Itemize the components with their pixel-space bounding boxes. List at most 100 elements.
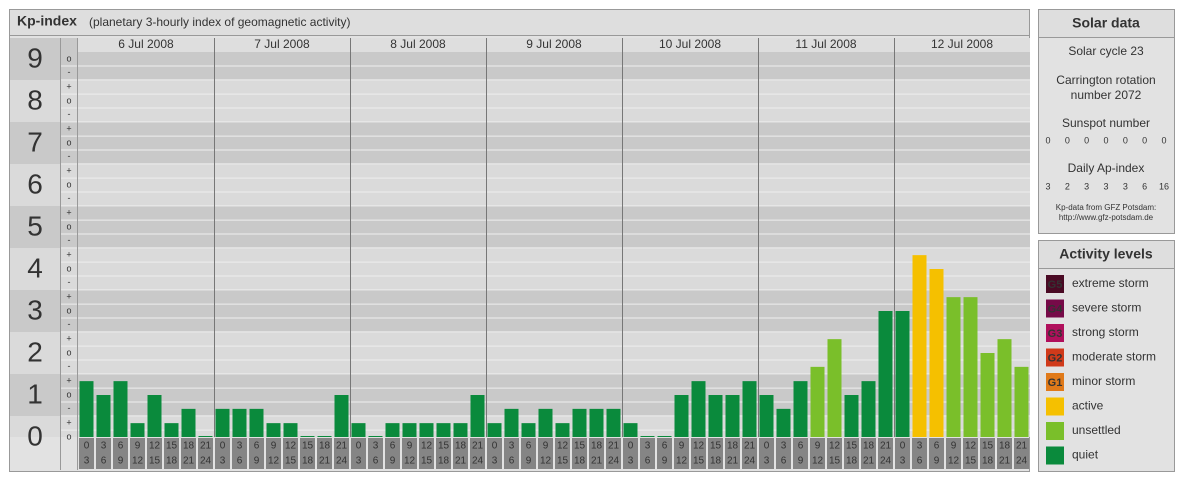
y-tick-label: 6: [27, 168, 43, 199]
legend-swatch: [1046, 422, 1064, 440]
interval-box: [96, 438, 111, 469]
y-minor-tick-label: o: [66, 389, 71, 399]
bar: [232, 408, 247, 437]
interval-box: [606, 438, 621, 469]
legend-label: quiet: [1072, 448, 1099, 462]
bar: [334, 395, 349, 437]
legend-swatch: [1046, 446, 1064, 465]
interval-label: 21: [880, 441, 892, 452]
interval-label: 21: [1016, 441, 1028, 452]
interval-label: 3: [764, 456, 770, 467]
solar-value: 2: [1065, 181, 1070, 191]
y-minor-tick-label: +: [66, 124, 71, 134]
interval-box: [895, 438, 910, 469]
y-minor-tick-label: -: [68, 67, 71, 77]
y-minor-tick-label: -: [68, 193, 71, 203]
interval-label: 18: [982, 456, 994, 467]
interval-label: 3: [917, 441, 923, 452]
legend-code: G4: [1048, 303, 1064, 315]
interval-box: [861, 438, 876, 469]
solar-value: 6: [1142, 181, 1147, 191]
bar: [79, 381, 94, 437]
legend-swatch: [1046, 397, 1064, 416]
interval-label: 6: [509, 456, 515, 467]
interval-label: 18: [183, 441, 195, 452]
interval-box: [113, 438, 128, 469]
level-band: [10, 80, 1030, 122]
interval-label: 18: [591, 441, 603, 452]
interval-label: 18: [455, 441, 467, 452]
y-tick-label: 4: [27, 252, 43, 283]
interval-box: [657, 438, 672, 469]
interval-box: [147, 438, 162, 469]
interval-box: [589, 438, 604, 469]
solar-value: 0: [1045, 135, 1050, 145]
bar: [113, 381, 128, 437]
interval-label: 18: [574, 456, 586, 467]
bar: [368, 436, 383, 437]
interval-label: 3: [356, 456, 362, 467]
interval-label: 3: [101, 441, 107, 452]
interval-label: 12: [132, 456, 144, 467]
interval-box: [759, 438, 774, 469]
interval-box: [538, 438, 553, 469]
interval-label: 3: [373, 441, 379, 452]
solar-value: 0: [1065, 135, 1070, 145]
source: Kp-data from GFZ Potsdam:: [1056, 203, 1156, 212]
interval-label: 21: [455, 456, 467, 467]
solar-value: 0: [1084, 135, 1089, 145]
interval-box: [555, 438, 570, 469]
interval-label: 24: [336, 456, 348, 467]
interval-label: 12: [829, 441, 841, 452]
interval-label: 12: [557, 441, 569, 452]
legend-label: extreme storm: [1072, 276, 1149, 290]
legend-label: minor storm: [1072, 374, 1135, 388]
interval-label: 3: [900, 456, 906, 467]
bar: [181, 408, 196, 437]
interval-box: [623, 438, 638, 469]
interval-label: 24: [880, 456, 892, 467]
bar: [827, 339, 842, 437]
bar: [674, 395, 689, 437]
bar: [844, 395, 859, 437]
interval-label: 0: [84, 441, 90, 452]
interval-label: 21: [608, 441, 620, 452]
y-minor-tick-label: o: [66, 53, 71, 63]
interval-label: 21: [744, 441, 756, 452]
day-label: 9 Jul 2008: [526, 37, 582, 51]
ap-title: Daily Ap-index: [1068, 161, 1145, 175]
y-tick-label: 0: [27, 420, 43, 451]
interval-label: 6: [237, 456, 243, 467]
bar: [742, 381, 757, 437]
interval-label: 18: [302, 456, 314, 467]
interval-label: 15: [829, 456, 841, 467]
y-tick-label: 1: [27, 378, 43, 409]
interval-label: 0: [900, 441, 906, 452]
interval-label: 3: [645, 441, 651, 452]
solar-title: Solar data: [1072, 15, 1140, 31]
bar: [929, 269, 944, 437]
bar: [351, 423, 366, 437]
interval-label: 9: [118, 456, 124, 467]
level-band: [10, 290, 1030, 332]
y-minor-tick-label: -: [68, 235, 71, 245]
interval-label: 12: [268, 456, 280, 467]
interval-box: [504, 438, 519, 469]
bar: [453, 423, 468, 437]
interval-label: 6: [781, 456, 787, 467]
interval-label: 15: [421, 456, 433, 467]
interval-box: [79, 438, 94, 469]
interval-box: [402, 438, 417, 469]
solar-value: 0: [1161, 135, 1166, 145]
interval-label: 15: [166, 441, 178, 452]
y-minor-tick-label: o: [66, 179, 71, 189]
interval-box: [419, 438, 434, 469]
interval-label: 15: [693, 456, 705, 467]
y-minor-tick-label: o: [66, 305, 71, 315]
interval-label: 15: [557, 456, 569, 467]
interval-label: 9: [798, 456, 804, 467]
interval-label: 21: [863, 456, 875, 467]
legend-label: severe storm: [1072, 301, 1141, 315]
y-minor-tick-label: +: [66, 334, 71, 344]
